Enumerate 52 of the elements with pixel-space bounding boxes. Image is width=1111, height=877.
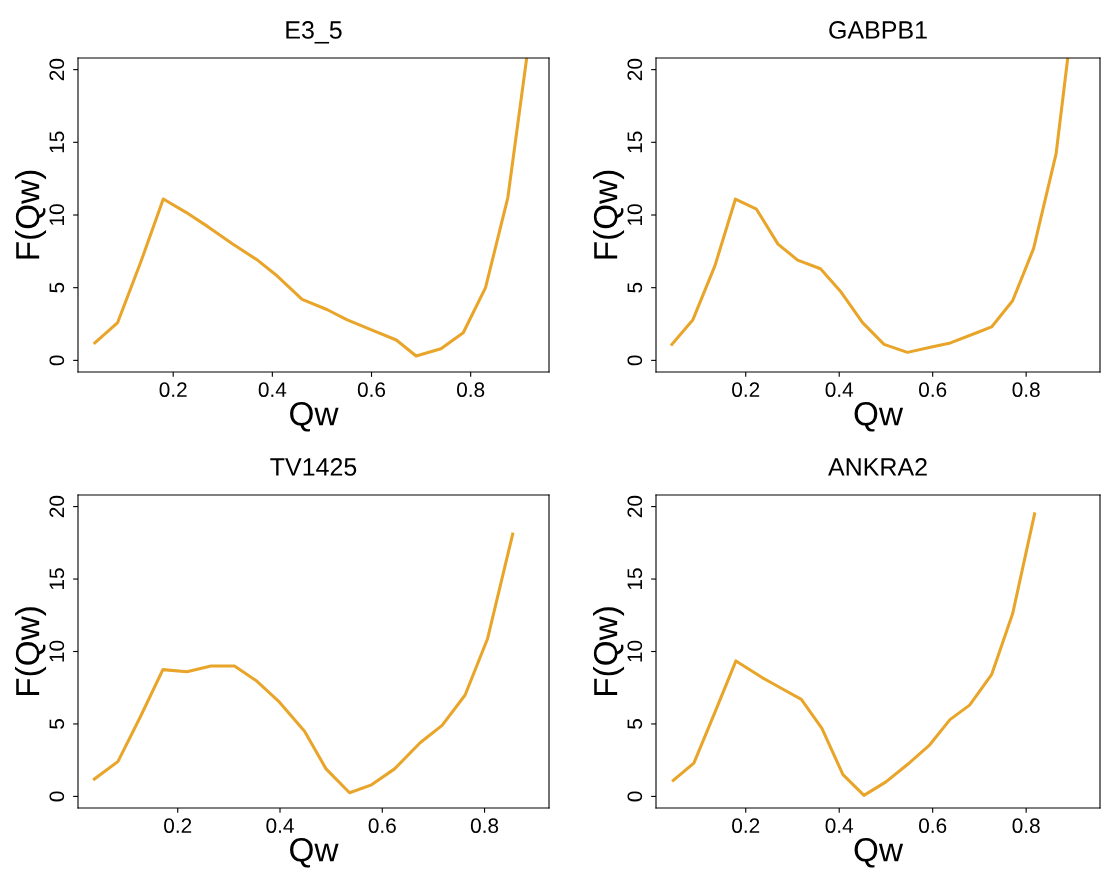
y-tick-label: 20 — [49, 495, 65, 518]
y-tick-label: 10 — [49, 204, 65, 225]
x-axis-title: Qw — [290, 402, 339, 432]
chart-title: ANKRA2 — [828, 458, 927, 476]
y-tick-label: 0 — [627, 791, 643, 802]
y-tick-label: 15 — [49, 131, 65, 153]
y-tick-label: 5 — [49, 282, 65, 293]
y-tick-label: 0 — [49, 355, 65, 366]
y-tick-label: 5 — [627, 282, 643, 293]
y-tick-label: 5 — [49, 719, 65, 729]
chart-title: GABPB1 — [829, 21, 927, 39]
x-tick-label: 0.8 — [470, 818, 499, 834]
x-tick-label: 0.4 — [266, 818, 294, 834]
x-tick-label: 0.6 — [919, 818, 947, 834]
x-tick-label: 0.2 — [159, 382, 187, 398]
x-tick-label: 0.6 — [919, 382, 947, 398]
x-tick-label: 0.8 — [457, 382, 485, 398]
x-tick-label: 0.2 — [732, 818, 760, 834]
x-axis-title: Qw — [290, 838, 339, 868]
y-tick-label: 20 — [627, 495, 643, 518]
y-tick-label: 0 — [627, 355, 643, 366]
chart-title: TV1425 — [270, 458, 357, 476]
y-tick-label: 10 — [627, 204, 643, 225]
x-tick-label: 0.6 — [357, 382, 386, 398]
x-axis-title: Qw — [854, 838, 904, 868]
y-tick-label: 0 — [49, 791, 65, 802]
y-tick-label: 10 — [627, 640, 643, 662]
y-axis-title: F(Qw) — [593, 170, 625, 259]
line-series — [670, 58, 1070, 354]
x-tick-label: 0.4 — [258, 382, 287, 398]
x-tick-label: 0.4 — [825, 818, 854, 834]
x-tick-label: 0.6 — [368, 818, 396, 834]
x-axis-title: Qw — [854, 402, 904, 432]
y-tick-label: 20 — [627, 58, 643, 81]
y-axis-title: F(Qw) — [15, 170, 47, 259]
line-series — [671, 512, 1037, 797]
y-tick-label: 20 — [49, 58, 65, 81]
y-axis-title: F(Qw) — [593, 607, 625, 696]
line-series — [93, 58, 529, 358]
y-tick-label: 10 — [49, 640, 65, 662]
x-tick-label: 0.2 — [164, 818, 192, 834]
chart-title: E3_5 — [286, 21, 342, 44]
x-tick-label: 0.4 — [825, 382, 854, 398]
y-tick-label: 15 — [49, 568, 65, 590]
x-tick-label: 0.8 — [1012, 382, 1040, 398]
line-series — [92, 532, 515, 795]
x-tick-label: 0.2 — [732, 382, 760, 398]
y-tick-label: 5 — [627, 719, 643, 729]
y-axis-title: F(Qw) — [15, 607, 47, 696]
y-tick-label: 15 — [627, 131, 643, 153]
y-tick-label: 15 — [627, 568, 643, 590]
x-tick-label: 0.8 — [1012, 818, 1040, 834]
